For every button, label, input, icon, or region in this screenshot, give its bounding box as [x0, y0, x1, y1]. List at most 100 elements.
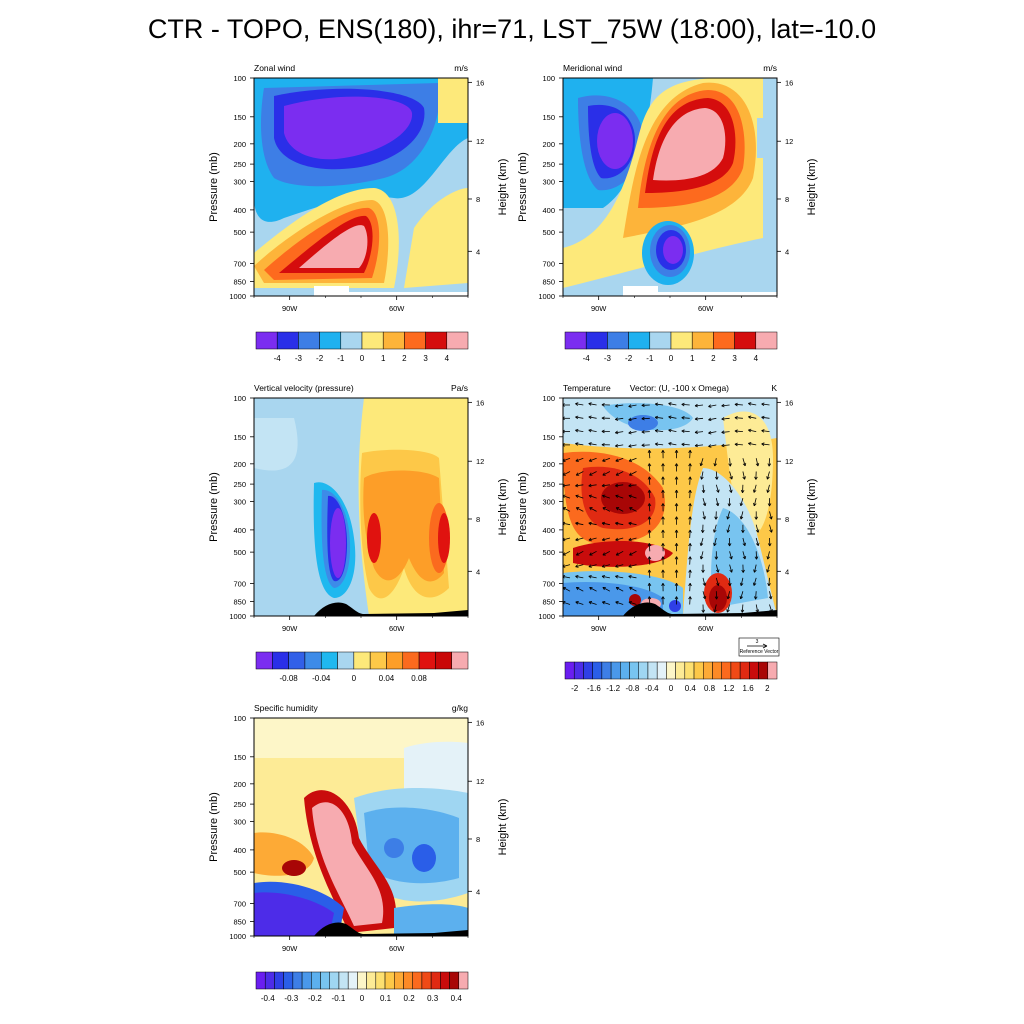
vector-arrowhead: [575, 402, 579, 406]
vector-arrowhead: [700, 529, 705, 533]
colorbar-swatch: [418, 651, 436, 670]
colorbar-label: -0.8: [626, 684, 640, 693]
vector-arrowhead: [694, 443, 698, 448]
y-tick-label: 200: [233, 140, 246, 149]
vector-arrow: [721, 444, 730, 447]
vector-arrowhead: [602, 601, 606, 605]
vector-arrowhead: [628, 494, 632, 499]
vector-arrowhead: [734, 429, 738, 433]
vector-arrowhead: [688, 463, 692, 467]
vector-arrowhead: [615, 483, 619, 488]
vector-arrowhead: [726, 595, 731, 600]
vector-arrow: [629, 507, 637, 512]
contour-region: [653, 108, 726, 181]
vector-arrow: [702, 577, 706, 586]
vector-arrowhead: [729, 556, 733, 560]
colorbar-swatch: [755, 331, 778, 350]
colorbar-swatch: [255, 651, 273, 670]
vector-arrow: [588, 537, 597, 541]
vector-arrow: [629, 550, 637, 556]
vector-arrowhead: [739, 502, 744, 507]
vector-arrowhead: [647, 556, 652, 560]
colorbar-swatch: [458, 971, 469, 990]
vector-arrow: [748, 442, 757, 446]
colorbar-swatch: [382, 331, 405, 350]
vector-arrow: [615, 537, 624, 541]
colorbar-swatch: [656, 661, 667, 680]
y-axis-label: Pressure (mb): [208, 792, 220, 862]
vector-arrow: [742, 471, 746, 480]
colorbar: -0.08 -0.04 0 0.04 0.08: [255, 651, 469, 683]
vector-arrow: [742, 551, 746, 560]
vector-arrowhead: [674, 463, 679, 467]
vector-arrow: [755, 537, 759, 546]
vector-arrowhead: [699, 462, 704, 467]
colorbar-swatch: [730, 661, 741, 680]
vector-arrow: [563, 495, 571, 499]
vector-arrow: [575, 522, 584, 526]
vector-arrowhead: [575, 494, 579, 499]
colorbar-label: -0.1: [332, 994, 346, 1003]
vector-arrowhead: [602, 586, 606, 591]
colorbar-swatch: [274, 971, 284, 990]
vector-arrow: [767, 484, 770, 493]
vector-arrow: [628, 484, 637, 487]
vector-arrowhead: [713, 529, 717, 533]
vector-arrowhead: [588, 483, 592, 488]
vector-arrowhead: [699, 542, 704, 546]
vector-arrowhead: [615, 574, 619, 579]
vector-arrow: [727, 591, 730, 600]
y-axis-right: 16 12 8 4: [468, 718, 484, 896]
y-tick-label: 700: [233, 900, 246, 909]
contour-region: [709, 585, 727, 611]
vector-arrowhead: [674, 489, 679, 493]
vector-arrow: [741, 604, 744, 613]
colorbar-label: -1: [337, 354, 345, 363]
vector-arrow: [563, 457, 571, 462]
y-axis-right-label: Height (km): [806, 159, 818, 216]
vector-arrowhead: [755, 529, 760, 533]
vector-arrow: [615, 471, 624, 476]
vector-arrow: [753, 564, 757, 573]
vector-arrowhead: [602, 552, 606, 556]
vector-arrow: [734, 417, 743, 419]
y-axis-left: 100 150 200 250 300 400 500 700 850 1000: [229, 394, 254, 621]
colorbar-swatch: [601, 661, 612, 680]
vector-arrow: [740, 591, 744, 599]
missing-data-region: [314, 286, 468, 296]
vector-arrowhead: [629, 507, 633, 511]
colorbar-label: 0: [352, 674, 357, 683]
vector-arrowhead: [575, 564, 579, 568]
vector-arrowhead: [615, 507, 620, 511]
y-tick-label: 1000: [538, 292, 555, 301]
y-tick-label: 300: [542, 178, 555, 187]
vector-arrowhead: [681, 442, 685, 447]
colorbar-swatch: [353, 651, 371, 670]
vector-arrow: [708, 417, 717, 421]
vector-arrow: [727, 511, 730, 520]
vector-arrow: [615, 564, 624, 568]
y-tick-label: 150: [233, 113, 246, 122]
y-tick-label: 850: [233, 277, 246, 286]
vector-arrow: [615, 457, 624, 462]
feature-point: [332, 39, 333, 40]
y-right-tick-label: 16: [476, 78, 484, 87]
vector-arrow: [602, 550, 611, 556]
contour-region: [663, 236, 683, 264]
colorbar-label: -2: [571, 684, 579, 693]
panel-specific-humidity: 100 150 200 250 300 400 500 700 850 1000 Pressure …: [208, 703, 509, 1003]
vector-arrowhead: [601, 574, 606, 579]
vector-arrow: [715, 577, 719, 586]
vector-arrowhead: [688, 583, 692, 587]
y-tick-label: 100: [542, 394, 555, 403]
vector-arrow: [628, 495, 637, 499]
vector-arrowhead: [708, 444, 712, 448]
vector-arrowhead: [588, 537, 592, 542]
field-contours: [254, 398, 468, 616]
colorbar-label: -0.04: [312, 674, 331, 683]
vector-arrowhead: [702, 582, 707, 586]
plot-area: [254, 718, 468, 936]
vector-arrowhead: [615, 458, 619, 462]
vector-arrowhead: [668, 428, 672, 433]
vector-arrowhead: [601, 521, 606, 526]
